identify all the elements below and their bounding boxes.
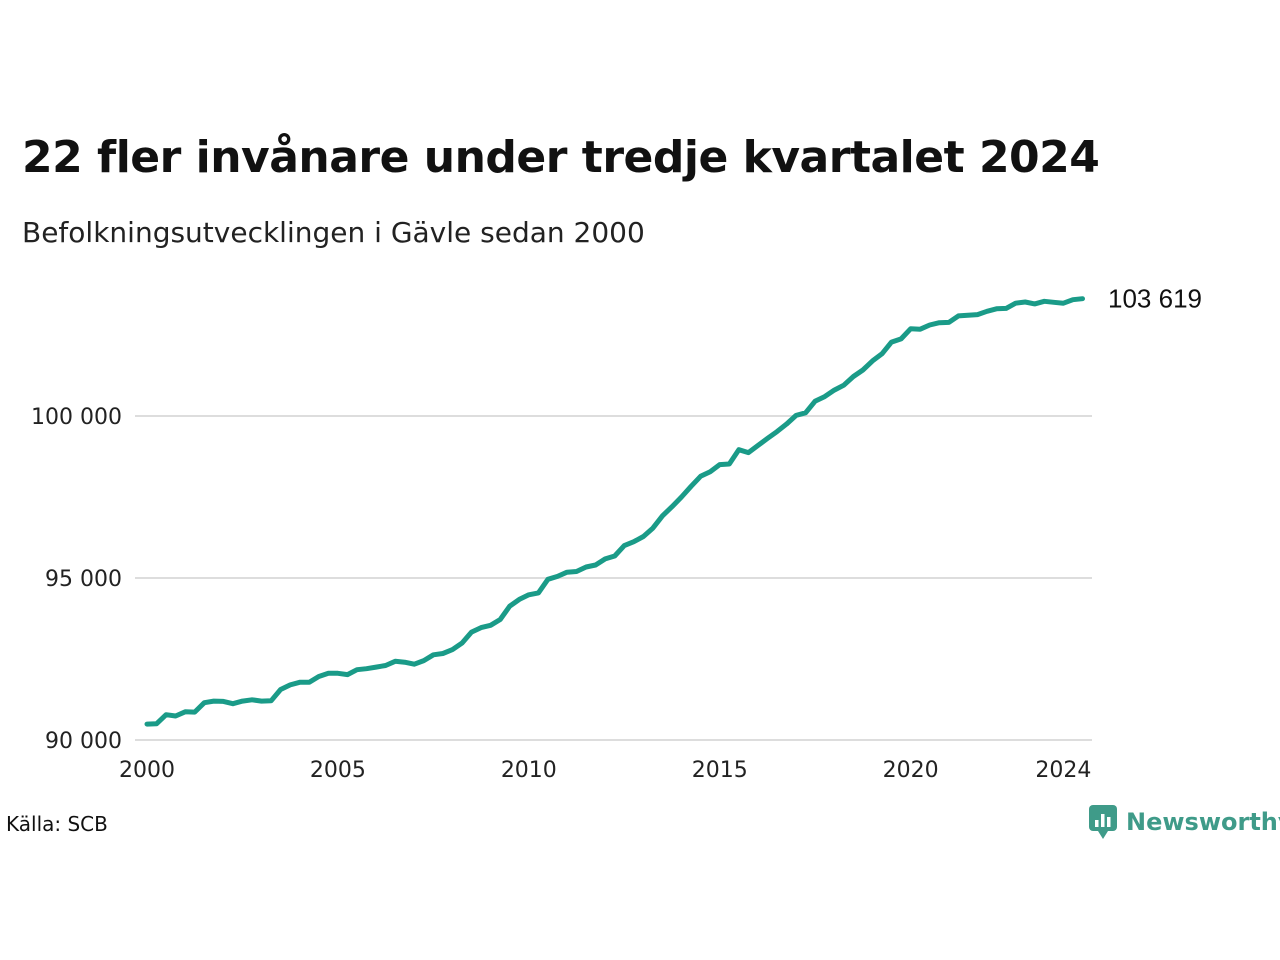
- population-series-line: [144, 296, 1085, 727]
- y-tick-label: 90 000: [45, 729, 122, 754]
- x-tick-label: 2010: [501, 758, 557, 783]
- y-tick-label: 100 000: [31, 405, 122, 430]
- series-layer: [144, 296, 1085, 727]
- x-tick-label: 2020: [883, 758, 939, 783]
- gridlines: [135, 415, 1092, 741]
- newsworthy-logo: Newsworthy: [1088, 804, 1280, 840]
- y-tick-label: 95 000: [45, 567, 122, 592]
- end-label-layer: 103 619: [1108, 284, 1202, 314]
- x-tick-label: 2024: [1035, 758, 1091, 783]
- source-note: Källa: SCB: [6, 812, 108, 836]
- chart-subtitle: Befolkningsutvecklingen i Gävle sedan 20…: [22, 216, 645, 249]
- x-tick-label: 2015: [692, 758, 748, 783]
- x-tick-label: 2005: [310, 758, 366, 783]
- end-value-label: 103 619: [1108, 284, 1202, 314]
- axis-labels: 90 000 95 000 100 000 2000 2005 2010 2015 2020 2…: [31, 405, 1091, 783]
- newsworthy-logo-icon: [1089, 805, 1117, 839]
- chart-title: 22 fler invånare under tredje kvartalet …: [22, 132, 1100, 183]
- newsworthy-logo-text: Newsworthy: [1126, 808, 1280, 836]
- x-tick-label: 2000: [119, 758, 175, 783]
